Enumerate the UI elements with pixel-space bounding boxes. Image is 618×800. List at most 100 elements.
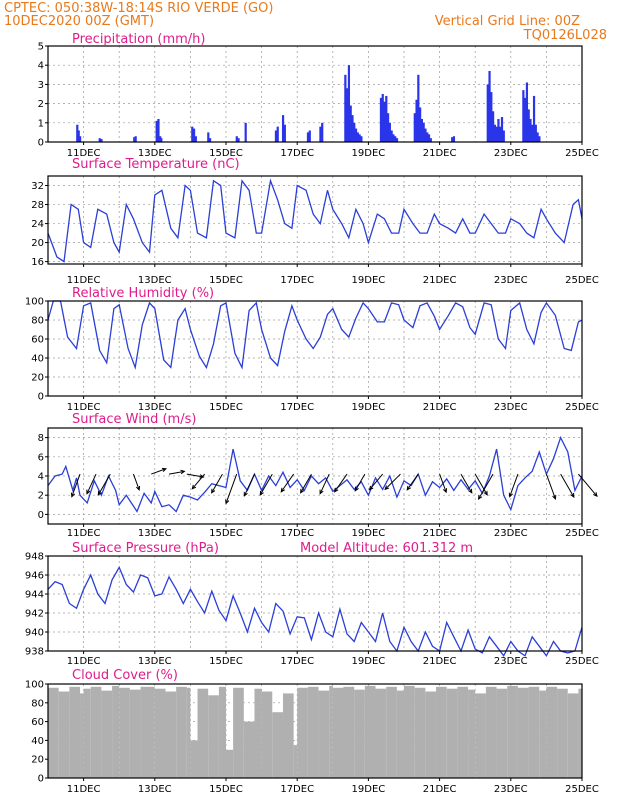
wind-arrow-head [135, 485, 141, 491]
cloud-bar [218, 686, 226, 778]
precip-bar [353, 122, 356, 142]
precip-bar [356, 132, 359, 142]
precip-bar [235, 136, 238, 142]
wind-arrow [151, 468, 167, 475]
precip-bar [415, 99, 418, 142]
wind-arrow [439, 473, 447, 493]
wind-arrow-head [259, 490, 264, 496]
pressure-xtick-label: 21DEC [423, 656, 457, 667]
precip-bar [100, 139, 103, 142]
wind-arrow-head [199, 474, 205, 479]
wind-arrow-head [86, 489, 91, 495]
cloud-bar [396, 690, 404, 778]
cloud-xtick-label: 11DEC [67, 784, 101, 795]
precip-bar [525, 82, 529, 142]
cloud-bar [318, 690, 330, 778]
cloud-bar [332, 687, 344, 778]
cloud-bar [329, 685, 333, 778]
precip-bar [392, 134, 395, 142]
wind-arrow [186, 473, 204, 478]
wind-arrow-head [570, 492, 575, 498]
precip-bar [486, 84, 489, 142]
precip-bar [160, 138, 163, 142]
cloud-xtick-label: 17DEC [280, 784, 314, 795]
wind-arrow [225, 473, 238, 504]
wind-arrow [509, 473, 519, 497]
wind-arrow [259, 473, 273, 496]
pressure-panel: 938 940 942 944 946 948 11DEC 13DEC 15DEC 17DEC 19… [25, 541, 599, 667]
rh-xtick-label: 19DEC [352, 402, 386, 413]
precip-bar [529, 118, 532, 142]
wind-arrow [300, 473, 312, 494]
wind-arrow [474, 473, 488, 496]
temp-panel: 16 20 24 28 32 11DEC 13DEC 15DEC 17DEC 19DEC 21DEC… [31, 157, 599, 286]
wind-ytick-label: 0 [38, 510, 44, 521]
wind-arrow [191, 473, 206, 490]
precip-xtick-label: 17DEC [280, 148, 314, 159]
wind-xtick-label: 21DEC [423, 528, 457, 539]
wind-arrow-head [97, 490, 102, 496]
pressure-xtick-label: 17DEC [280, 656, 314, 667]
precip-bar [76, 124, 79, 142]
wind-arrow [478, 473, 494, 500]
precip-xtick-label: 23DEC [494, 148, 528, 159]
cloud-bar [457, 686, 469, 778]
temp-xtick-label: 25DEC [565, 275, 599, 286]
wind-arrow [334, 473, 348, 493]
pressure-xtick-label: 19DEC [352, 656, 386, 667]
precip-bar [422, 122, 425, 142]
precip-bar [306, 132, 310, 142]
cloud-bar [446, 688, 458, 778]
precip-bar [500, 117, 504, 142]
cloud-bar [386, 686, 397, 778]
cloud-bar [517, 687, 529, 778]
cloud-bar [190, 740, 198, 778]
wind-ytick-label: 2 [38, 491, 44, 502]
precip-bar [79, 136, 82, 142]
precip-ytick-label: 3 [38, 80, 44, 91]
cloud-bar [69, 686, 81, 778]
precip-bar [381, 94, 384, 142]
precip-bar [346, 88, 349, 142]
wind-arrow [168, 470, 185, 475]
precip-bar [321, 122, 324, 142]
temp-xtick-label: 23DEC [494, 275, 528, 286]
temp-xtick-label: 17DEC [280, 275, 314, 286]
precip-xtick-label: 13DEC [138, 148, 172, 159]
cloud-bar [140, 686, 155, 778]
pressure-ytick-label: 940 [25, 628, 44, 639]
wind-arrow-head [593, 492, 598, 498]
wind-arrow-head [191, 484, 197, 490]
pressure-ytick-label: 942 [25, 609, 44, 620]
cloud-xtick-label: 15DEC [209, 784, 243, 795]
rh-xtick-label: 25DEC [565, 402, 599, 413]
cloud-bar [261, 691, 273, 778]
wind-arrow-head [161, 467, 167, 472]
cloud-bar [233, 687, 244, 778]
precip-bar [532, 95, 536, 142]
pressure-xtick-label: 11DEC [67, 656, 101, 667]
precip-bar [497, 118, 500, 142]
cloud-bar [297, 687, 308, 778]
rh-title: Relative Humidity (%) [72, 286, 214, 301]
rh-xtick-label: 11DEC [67, 402, 101, 413]
precip-bar [274, 130, 278, 142]
wind-arrow [211, 473, 223, 494]
precip-bar [237, 138, 240, 142]
cloud-bar [80, 693, 84, 778]
rh-xtick-label: 15DEC [209, 402, 243, 413]
precip-bar [531, 124, 534, 142]
cloud-bar [404, 685, 415, 778]
temp-ytick-label: 32 [31, 181, 44, 192]
header-grid-note: Vertical Grid Line: 00Z [435, 14, 580, 29]
cloud-bar [557, 688, 568, 778]
wind-arrow [319, 473, 330, 494]
pressure-ytick-label: 938 [25, 647, 44, 658]
precip-bar [208, 138, 212, 142]
cloud-bar [578, 688, 582, 778]
cloud-bar [272, 712, 283, 778]
cloud-bar [507, 685, 518, 778]
precip-bar [424, 128, 427, 142]
precip-bar [452, 136, 456, 142]
precip-bar [308, 130, 311, 142]
